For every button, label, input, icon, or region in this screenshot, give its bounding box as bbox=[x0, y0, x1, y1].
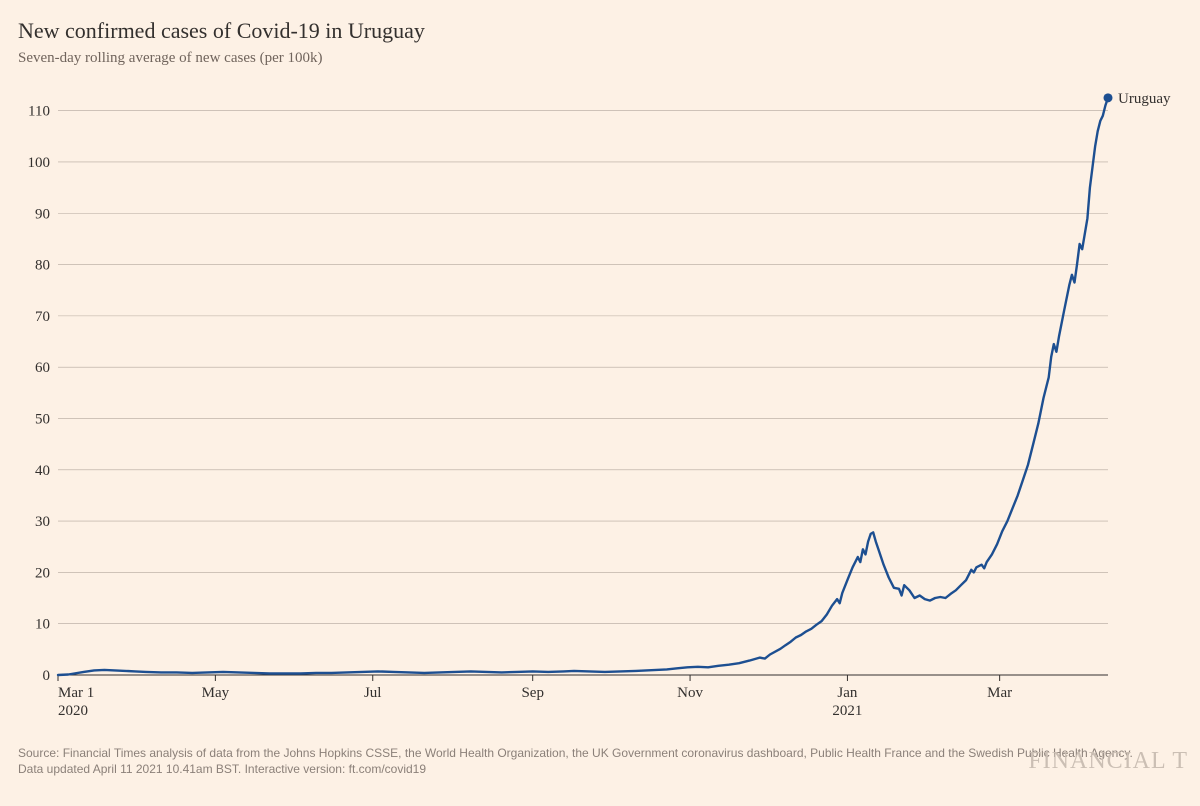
updated-text: Data updated April 11 2021 10.41am BST. … bbox=[18, 761, 1182, 777]
series-label-uruguay: Uruguay bbox=[1118, 91, 1171, 107]
x-tick-label: Mar 1 bbox=[58, 685, 94, 701]
x-tick-label: Mar bbox=[987, 685, 1012, 701]
y-tick-label: 0 bbox=[43, 668, 51, 684]
x-tick-label: Nov bbox=[677, 685, 703, 701]
x-tick-sublabel: 2021 bbox=[832, 703, 862, 719]
y-tick-label: 90 bbox=[35, 206, 50, 222]
ft-watermark: FINANCIAL T bbox=[1028, 745, 1188, 777]
y-tick-label: 50 bbox=[35, 411, 50, 427]
chart-container: New confirmed cases of Covid-19 in Urugu… bbox=[0, 0, 1200, 806]
x-tick-label: May bbox=[202, 685, 230, 701]
x-tick-label: Jan bbox=[837, 685, 857, 701]
source-text: Source: Financial Times analysis of data… bbox=[18, 745, 1182, 761]
x-tick-sublabel: 2020 bbox=[58, 703, 88, 719]
line-chart: 0 10 20 30 40 50 60 70 80 90 100 110 Mar 1 2020 May Jul… bbox=[18, 75, 1182, 735]
y-tick-label: 70 bbox=[35, 309, 50, 325]
y-tick-label: 110 bbox=[28, 104, 50, 120]
y-tick-label: 10 bbox=[35, 617, 50, 633]
y-tick-label: 30 bbox=[35, 514, 50, 530]
y-tick-label: 40 bbox=[35, 463, 50, 479]
chart-subtitle: Seven-day rolling average of new cases (… bbox=[18, 50, 1182, 67]
x-tick-label: Sep bbox=[521, 685, 544, 701]
y-tick-label: 20 bbox=[35, 565, 50, 581]
y-tick-label: 80 bbox=[35, 258, 50, 274]
x-tick-label: Jul bbox=[364, 685, 382, 701]
y-tick-label: 60 bbox=[35, 360, 50, 376]
chart-footer: Source: Financial Times analysis of data… bbox=[18, 745, 1182, 777]
chart-title: New confirmed cases of Covid-19 in Urugu… bbox=[18, 18, 1182, 44]
y-tick-label: 100 bbox=[28, 155, 51, 171]
series-end-marker bbox=[1104, 93, 1113, 102]
series-line-uruguay bbox=[58, 98, 1108, 675]
